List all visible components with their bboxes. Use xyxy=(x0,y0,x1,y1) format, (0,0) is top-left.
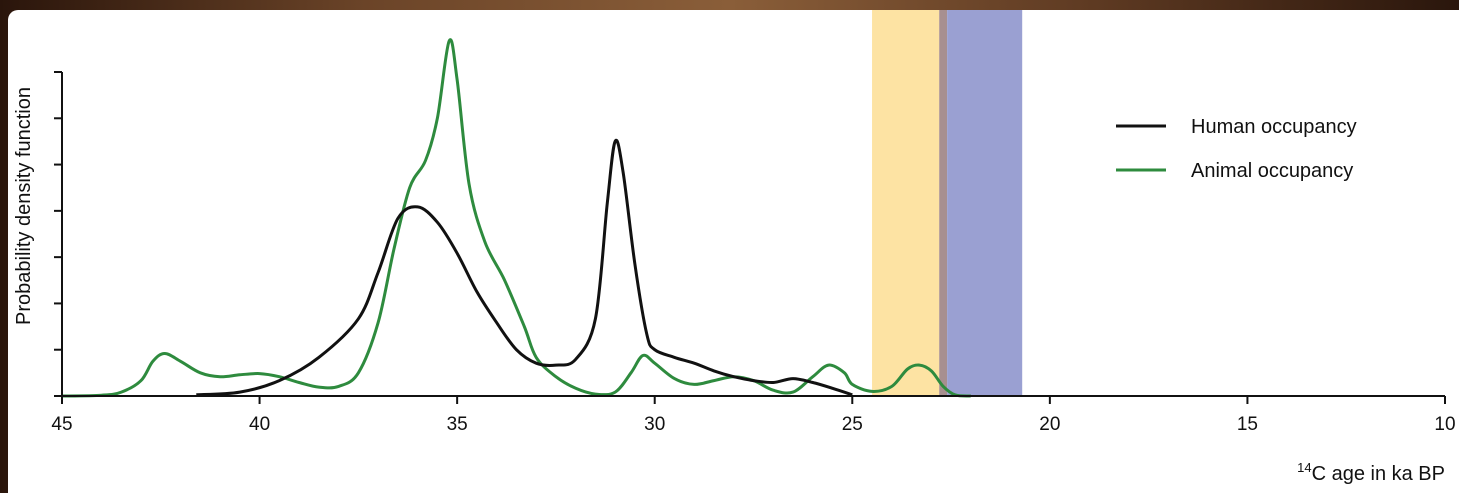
x-tick-label-20: 20 xyxy=(1039,414,1060,435)
x-tick-label-10: 10 xyxy=(1434,414,1455,435)
x-axis-title: 14C age in ka BP xyxy=(1297,460,1445,485)
human-occupancy-line xyxy=(196,138,853,397)
time-bands xyxy=(872,10,1023,396)
x-tick-label-25: 25 xyxy=(842,414,863,435)
x-tick-label-30: 30 xyxy=(644,414,665,435)
x-tick-label-35: 35 xyxy=(447,414,468,435)
x-tick-label-40: 40 xyxy=(249,414,270,435)
band-1 xyxy=(939,10,948,396)
band-2 xyxy=(947,10,1023,396)
x-axis-title-text: C age in ka BP xyxy=(1312,463,1445,485)
legend-human-label: Human occupancy xyxy=(1191,116,1357,138)
animal-occupancy-line xyxy=(61,38,971,398)
band-0 xyxy=(872,10,940,396)
legend: Human occupancy Animal occupancy xyxy=(1116,116,1357,182)
x-tick-label-15: 15 xyxy=(1237,414,1258,435)
axes: 45 40 35 30 25 20 15 10 xyxy=(51,71,1456,435)
x-tick-label-45: 45 xyxy=(51,414,72,435)
y-axis-title: Probability density function xyxy=(13,87,35,325)
legend-animal-label: Animal occupancy xyxy=(1191,160,1353,182)
x-axis-title-superscript: 14 xyxy=(1297,460,1311,475)
pdf-chart: 45 40 35 30 25 20 15 10 Probability density fun… xyxy=(13,10,1456,485)
chart-panel: 45 40 35 30 25 20 15 10 Probability density fun… xyxy=(8,10,1459,493)
series-layer xyxy=(61,38,971,398)
